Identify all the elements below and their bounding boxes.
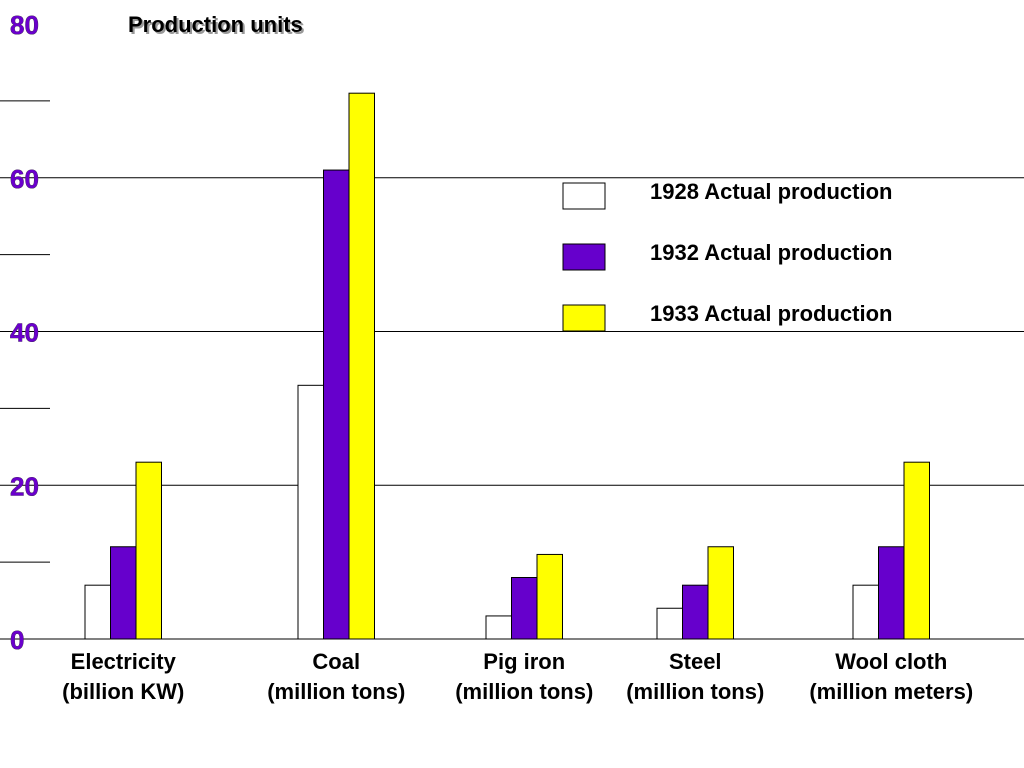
bar-1-4 [656, 607, 683, 640]
legend-label: 1933 Actual production [650, 301, 892, 326]
legend-label: 1928 Actual production [650, 179, 892, 204]
bar-1-2 [297, 384, 324, 640]
x-category-label: Electricity [71, 649, 177, 674]
y-tick-label: 60 [10, 164, 39, 194]
bar-3-3 [536, 553, 563, 640]
x-axis-category-labels: Electricity (billion KW) Coal (million tons… [62, 649, 973, 704]
bar-2-3 [511, 577, 538, 640]
y-tick-label: 40 [10, 318, 39, 348]
bar-1-5 [852, 584, 879, 640]
bar-2-1 [110, 546, 137, 640]
chart-title: Production units [128, 12, 303, 37]
legend-label: 1932 Actual production [650, 240, 892, 265]
bar-1-1 [84, 584, 111, 640]
bar-3-4 [707, 546, 734, 640]
legend-swatch [562, 243, 606, 271]
bars [84, 92, 930, 640]
bar-3-2 [348, 92, 375, 640]
x-category-label: (million tons) [267, 679, 405, 704]
bar-1-3 [485, 615, 512, 640]
bar-3-1 [135, 461, 162, 640]
legend-swatch [562, 182, 606, 210]
x-category-label: (million tons) [455, 679, 593, 704]
bar-2-2 [323, 169, 350, 640]
legend-swatch [562, 304, 606, 332]
x-category-label: (billion KW) [62, 679, 184, 704]
chart-title-group: Production units Production units [128, 12, 305, 39]
x-category-label: Pig iron [483, 649, 565, 674]
bar-2-4 [682, 584, 709, 640]
y-tick-label: 20 [10, 471, 39, 501]
bar-2-5 [878, 546, 905, 640]
bar-3-5 [903, 461, 930, 640]
legend: 1928 Actual production 1932 Actual produc… [562, 179, 892, 332]
x-category-label: Wool cloth [835, 649, 947, 674]
y-tick-label: 80 [10, 10, 39, 40]
x-category-label: (million meters) [809, 679, 973, 704]
chart-title-shadow: Production units [130, 14, 305, 39]
x-category-label: Steel [669, 649, 722, 674]
x-category-label: Coal [312, 649, 360, 674]
x-category-label: (million tons) [626, 679, 764, 704]
y-axis-tick-labels: 0 20 40 60 80 [10, 10, 40, 656]
y-tick-label: 0 [10, 625, 24, 655]
